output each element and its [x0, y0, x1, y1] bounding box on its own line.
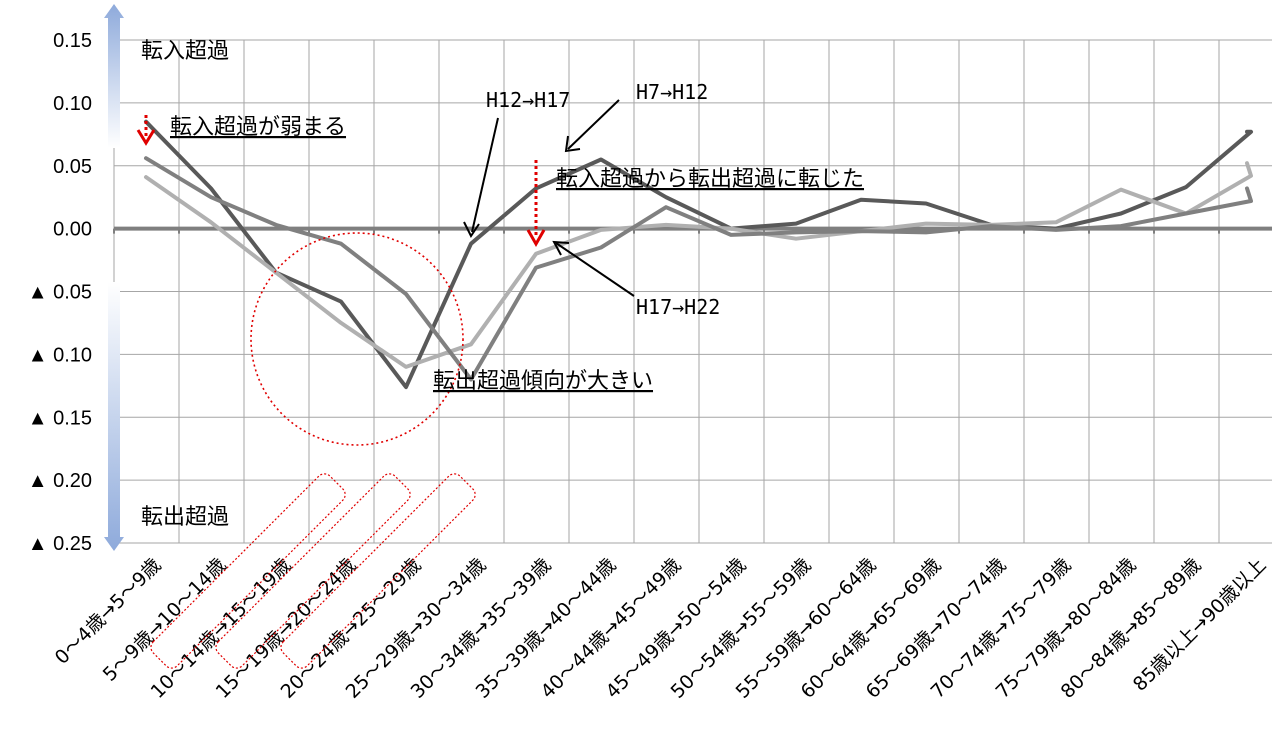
h7-pointer-shaft	[567, 99, 620, 150]
annotations: 転入超過 転出超過 転入超過が弱まる 転入超過から転出超過に転じた 転出超過傾向…	[141, 39, 864, 530]
series-lines	[144, 119, 1253, 390]
x-axis-tick-labels: 0～4歳→5～9歳5～9歳→10～14歳10～14歳→15～19歳15～19歳→…	[51, 554, 1271, 703]
y-tick-label: 0.15	[53, 30, 92, 52]
series-line-2	[144, 156, 1253, 382]
change-arrows	[136, 115, 546, 248]
y-tick-label: 0.00	[53, 219, 92, 241]
y-tick-label: ▲ 0.15	[28, 407, 92, 429]
weakening-arrow-head	[136, 129, 156, 146]
y-axis-ticks: 0.15 0.10 0.05 0.00 ▲ 0.05 ▲ 0.10 ▲ 0.15 ▲ 0.20…	[28, 30, 92, 555]
y-tick-label: 0.05	[53, 156, 92, 178]
outflow-arrow	[104, 282, 124, 551]
series-label-h12-h17: H12→H17	[486, 88, 570, 112]
turned-arrow-head	[526, 229, 546, 248]
y-tick-label: ▲ 0.20	[28, 470, 92, 492]
turned-label: 転入超過から転出超過に転じた	[556, 167, 864, 192]
h17-pointer-head	[552, 240, 570, 256]
series-label-h17-h22: H17→H22	[636, 295, 720, 319]
inflow-arrow	[104, 4, 124, 148]
y-tick-label: ▲ 0.10	[28, 344, 92, 366]
x-tick-label: 5～9歳→10～14歳	[99, 554, 231, 686]
large-outflow-label: 転出超過傾向が大きい	[433, 369, 653, 394]
y-tick-label: 0.10	[53, 93, 92, 115]
outflow-highlight-circle	[250, 232, 464, 446]
h7-pointer-head	[564, 135, 581, 153]
y-tick-label: ▲ 0.25	[28, 533, 92, 555]
series-label-h7-h12: H7→H12	[636, 80, 708, 104]
inflow-label: 転入超過	[141, 39, 229, 64]
h12-pointer-shaft	[471, 117, 499, 233]
series-line-1	[144, 161, 1253, 369]
h12-pointer-head	[463, 221, 480, 238]
h17-pointer-shaft	[555, 242, 635, 297]
gridlines	[113, 39, 1272, 544]
highlight-boxes	[150, 473, 476, 669]
highlight-box-10-14	[150, 473, 346, 669]
highlight-box-15-19	[215, 473, 411, 669]
weakening-label: 転入超過が弱まる	[170, 115, 346, 140]
outflow-label: 転出超過	[141, 505, 229, 530]
direction-arrows	[104, 4, 124, 551]
series-pointer-arrows	[463, 99, 635, 297]
highlight-box-20-24	[280, 473, 476, 669]
y-tick-label: ▲ 0.05	[28, 282, 92, 304]
